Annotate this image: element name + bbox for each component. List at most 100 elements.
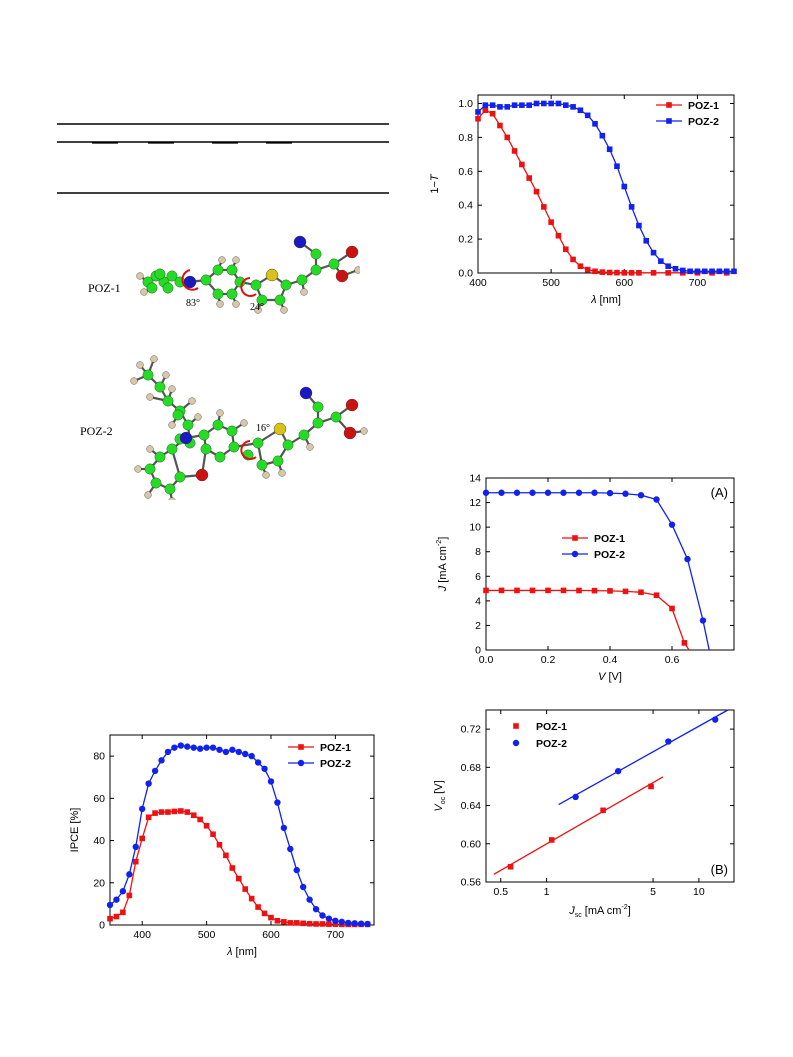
data-point bbox=[132, 843, 139, 851]
data-point bbox=[139, 835, 145, 842]
series-POZ-2 bbox=[475, 100, 737, 275]
data-point bbox=[164, 748, 172, 756]
poz2-molecule-structure bbox=[130, 355, 368, 500]
data-point bbox=[498, 587, 505, 594]
data-point bbox=[364, 920, 371, 928]
plot-frame bbox=[109, 734, 375, 926]
y-tick-label: 4 bbox=[475, 595, 481, 607]
x-tick-label: 500 bbox=[198, 929, 216, 941]
data-point bbox=[248, 895, 255, 902]
atom-C bbox=[328, 258, 340, 270]
y-tick-label: 0.8 bbox=[458, 132, 473, 144]
atom-H bbox=[168, 497, 176, 500]
data-point bbox=[507, 863, 514, 870]
data-point bbox=[622, 588, 629, 595]
y-tick-label: 0.60 bbox=[461, 838, 482, 850]
y-axis-label-prefix: 1− bbox=[429, 181, 441, 194]
atom-C bbox=[282, 439, 294, 451]
data-point bbox=[178, 808, 184, 814]
data-point bbox=[300, 920, 306, 927]
data-point bbox=[653, 592, 660, 599]
x-tick-label: 0.6 bbox=[665, 654, 680, 666]
ipce-chart: 400 500 600 700 0 20 40 60 80 λ [nm] IPCE [%] POZ-1… bbox=[69, 734, 375, 958]
data-point bbox=[319, 921, 326, 927]
data-point bbox=[196, 745, 204, 752]
atom-C bbox=[200, 443, 212, 455]
plot-frame bbox=[485, 477, 735, 651]
x-axis-label-symbol: V bbox=[598, 671, 607, 683]
y-tick-label: 0.4 bbox=[458, 200, 473, 212]
atom-H bbox=[194, 413, 202, 421]
atom-C bbox=[214, 451, 226, 463]
data-point bbox=[261, 910, 268, 917]
data-point bbox=[513, 489, 521, 496]
data-point bbox=[489, 102, 496, 108]
data-point bbox=[665, 263, 671, 270]
data-point bbox=[158, 809, 165, 815]
atom-H bbox=[280, 306, 288, 314]
x-axis-label-sub: sc bbox=[575, 912, 583, 919]
data-point bbox=[575, 489, 583, 496]
series-POZ-1 bbox=[107, 808, 371, 928]
y-tick-label: 0.72 bbox=[461, 724, 482, 736]
data-point bbox=[268, 914, 274, 921]
series-POZ-1 bbox=[493, 776, 664, 875]
legend-marker bbox=[513, 723, 519, 729]
atom-H bbox=[150, 355, 158, 363]
data-point bbox=[622, 490, 629, 497]
legend-marker bbox=[297, 759, 305, 767]
y-tick-label: 12 bbox=[469, 497, 481, 509]
y-tick-label: 0.0 bbox=[458, 268, 473, 280]
data-point bbox=[591, 587, 598, 594]
x-axis-label-unit: [mA cm bbox=[582, 905, 622, 917]
atom-S bbox=[273, 422, 287, 436]
y-tick-label: 0.68 bbox=[461, 762, 482, 774]
data-point bbox=[497, 122, 503, 129]
data-point bbox=[351, 920, 358, 927]
poz1-molecule-label: POZ-1 bbox=[88, 281, 121, 295]
y-axis-label: IPCE [%] bbox=[69, 808, 81, 853]
atom-C bbox=[166, 443, 178, 455]
data-point bbox=[577, 263, 584, 270]
legend-label: POZ-2 bbox=[688, 116, 719, 128]
data-point bbox=[716, 268, 723, 275]
atom-C bbox=[200, 274, 212, 286]
data-point bbox=[190, 744, 197, 751]
y-tick-label: 0 bbox=[99, 920, 105, 932]
data-point bbox=[151, 767, 159, 775]
legend-label: POZ-1 bbox=[536, 721, 567, 733]
data-point bbox=[606, 146, 613, 153]
legend-label: POZ-1 bbox=[594, 533, 625, 545]
data-point bbox=[171, 744, 178, 751]
atom-H bbox=[216, 300, 224, 308]
data-point bbox=[614, 163, 620, 169]
y-axis-label-sub: oc bbox=[440, 796, 447, 804]
y-axis-label: 1−T bbox=[429, 173, 441, 194]
data-point bbox=[584, 266, 591, 273]
series-POZ-1 bbox=[483, 587, 690, 651]
data-point bbox=[229, 746, 236, 753]
data-point bbox=[680, 267, 686, 274]
data-point bbox=[614, 269, 620, 276]
data-point bbox=[648, 783, 654, 790]
y-axis-label-symbol: J bbox=[437, 585, 449, 592]
x-axis-label: λ [nm] bbox=[226, 946, 257, 958]
data-point bbox=[332, 921, 339, 927]
data-point bbox=[548, 837, 555, 843]
data-point bbox=[242, 886, 249, 892]
atom-C bbox=[198, 429, 210, 441]
data-point bbox=[712, 716, 719, 723]
data-point bbox=[555, 100, 562, 107]
data-point bbox=[306, 896, 313, 903]
data-point bbox=[338, 918, 346, 926]
data-point bbox=[267, 778, 275, 785]
data-point bbox=[570, 104, 576, 110]
data-point bbox=[325, 915, 333, 922]
data-point bbox=[533, 100, 540, 107]
data-point bbox=[592, 268, 598, 275]
y-tick-label: 20 bbox=[93, 877, 105, 889]
x-axis-label: Jsc [mA cm-2] bbox=[568, 904, 631, 919]
atom-N bbox=[183, 275, 197, 289]
atom-H bbox=[130, 377, 138, 385]
atom-C bbox=[310, 248, 322, 260]
